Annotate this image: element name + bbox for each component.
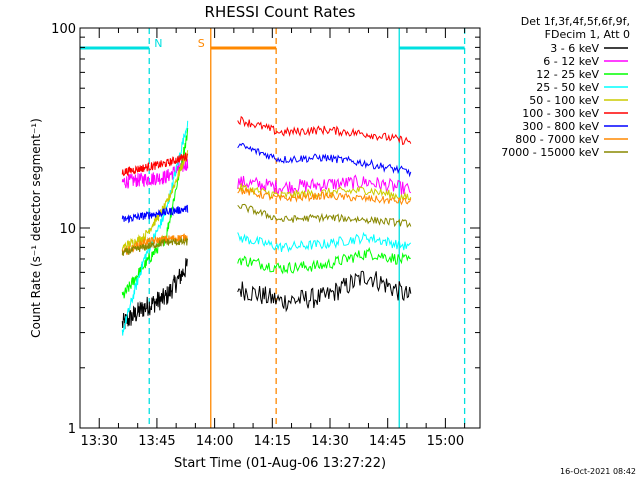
series-line-0-segment-0: [121, 258, 188, 330]
legend-header-line-2: FDecim 1, Att 0: [545, 28, 630, 41]
x-tick-label-5: 14:45: [369, 434, 406, 449]
legend-header-line-1: Det 1f,3f,4f,5f,6f,9f,: [521, 15, 630, 28]
series-line-5-segment-0: [121, 152, 189, 177]
series-line-2-segment-0: [121, 127, 189, 299]
y-tick-label-1: 10: [59, 222, 76, 237]
x-tick-label-6: 15:00: [427, 434, 464, 449]
series-line-4-segment-0: [121, 150, 189, 251]
series-line-8-segment-1: [237, 203, 412, 228]
series-line-1-segment-0: [121, 159, 189, 189]
legend-label-1: 6 - 12 keV: [543, 55, 599, 68]
x-tick-label-4: 14:30: [311, 434, 348, 449]
legend-label-0: 3 - 6 keV: [550, 42, 599, 55]
x-tick-label-2: 14:00: [196, 434, 233, 449]
series-line-2-segment-1: [237, 246, 411, 275]
plot-frame: [79, 27, 481, 429]
x-tick-label-3: 14:15: [254, 434, 291, 449]
legend-label-2: 12 - 25 keV: [536, 68, 599, 81]
series-line-4-segment-1: [237, 183, 412, 201]
legend-label-4: 50 - 100 keV: [529, 94, 599, 107]
series-line-8-segment-0: [121, 236, 189, 256]
series-line-1-segment-1: [237, 174, 412, 196]
series-line-7-segment-1: [237, 187, 412, 206]
x-axis-label: Start Time (01-Aug-06 13:27:22): [174, 456, 386, 471]
legend-label-3: 25 - 50 keV: [536, 81, 599, 94]
series-line-6-segment-0: [121, 204, 189, 224]
series-line-6-segment-1: [237, 142, 412, 178]
y-tick-label-2: 100: [51, 22, 76, 37]
series-line-3-segment-1: [237, 231, 412, 253]
legend-label-8: 7000 - 15000 keV: [501, 146, 599, 159]
footer-timestamp: 16-Oct-2021 08:42: [560, 467, 636, 476]
x-tick-label-1: 13:45: [138, 434, 175, 449]
y-axis-label: Count Rate (s⁻¹ detector segment⁻¹): [29, 118, 43, 338]
legend-label-5: 100 - 300 keV: [522, 107, 599, 120]
series-line-5-segment-1: [237, 115, 412, 146]
series-line-7-segment-0: [121, 233, 189, 256]
plot-area: N S 13:30 13:45 14:00 14:15 14:30 14:45 15:00 1 10…: [51, 22, 481, 449]
y-tick-label-0: 1: [68, 422, 76, 437]
chart-title: RHESSI Count Rates: [205, 3, 356, 21]
legend-label-7: 800 - 7000 keV: [515, 133, 599, 146]
legend-label-6: 300 - 800 keV: [522, 120, 599, 133]
x-tick-label-0: 13:30: [80, 434, 117, 449]
legend: Det 1f,3f,4f,5f,6f,9f, FDecim 1, Att 0 3…: [501, 15, 630, 159]
attenuator-label-n: N: [154, 37, 162, 50]
attenuator-label-s: S: [198, 37, 205, 50]
series-line-0-segment-1: [237, 270, 412, 313]
